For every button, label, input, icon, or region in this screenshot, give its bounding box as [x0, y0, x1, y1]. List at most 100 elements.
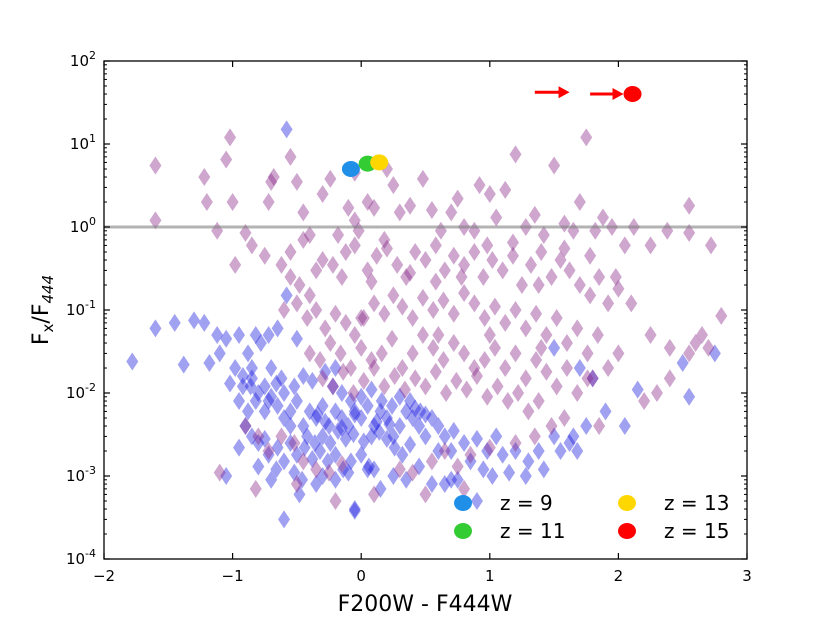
data-point: [650, 384, 663, 402]
data-point: [316, 467, 329, 485]
data-point: [321, 452, 334, 471]
data-point: [348, 501, 361, 520]
data-point: [252, 384, 265, 402]
data-point: [357, 432, 370, 451]
data-point: [387, 427, 400, 446]
data-point: [599, 402, 612, 421]
data-point: [236, 377, 249, 396]
data-point: [297, 367, 310, 386]
data-point: [506, 233, 519, 252]
data-point: [265, 172, 278, 191]
data-point: [324, 334, 337, 353]
x-tick-label: 1: [485, 567, 495, 585]
data-point: [393, 387, 406, 406]
legend-entry: z = 11: [454, 519, 565, 543]
data-point: [512, 384, 525, 402]
data-point: [524, 255, 537, 274]
data-point: [310, 475, 323, 494]
data-point: [429, 362, 442, 381]
data-point: [288, 377, 301, 396]
legend-label: z = 15: [664, 519, 729, 543]
data-point: [612, 344, 625, 363]
data-point: [554, 442, 567, 461]
data-point: [278, 301, 291, 319]
data-point: [290, 445, 303, 464]
data-point: [432, 325, 445, 344]
data-point: [357, 309, 370, 328]
data-point: [319, 319, 332, 338]
data-point: [226, 193, 239, 212]
data-point: [242, 402, 255, 421]
data-point: [400, 402, 413, 421]
data-point: [573, 359, 586, 378]
data-point: [324, 433, 337, 452]
data-point: [303, 286, 316, 305]
data-point: [316, 251, 329, 270]
data-point: [689, 334, 702, 353]
data-point: [337, 460, 350, 479]
data-point: [584, 286, 597, 305]
data-point: [262, 392, 275, 411]
data-point: [477, 267, 490, 286]
data-point: [550, 309, 563, 328]
data-point: [361, 396, 374, 415]
data-point: [702, 338, 715, 357]
data-point: [522, 402, 535, 421]
data-point: [409, 399, 422, 418]
data-point: [388, 367, 401, 386]
data-point: [609, 267, 622, 286]
data-point: [229, 359, 242, 378]
data-point: [425, 475, 438, 494]
data-point: [419, 427, 432, 446]
data-point: [316, 396, 329, 415]
data-point: [458, 479, 471, 498]
data-point: [409, 369, 422, 388]
data-point: [326, 377, 339, 396]
y-tick-label: 10-3: [66, 464, 96, 485]
data-point: [365, 427, 378, 446]
data-point: [198, 168, 211, 187]
data-point: [478, 309, 491, 328]
legend-label: z = 13: [664, 491, 729, 515]
data-point: [416, 288, 429, 307]
data-point: [387, 467, 400, 485]
data-point: [560, 334, 573, 353]
data-point: [425, 201, 438, 220]
data-point: [314, 350, 327, 369]
data-point: [404, 392, 417, 411]
data-point: [464, 452, 477, 471]
data-point: [445, 203, 458, 222]
data-point: [481, 387, 494, 406]
data-point: [329, 304, 342, 323]
data-point: [177, 355, 190, 374]
data-point: [458, 433, 471, 452]
data-point: [326, 377, 339, 396]
y-tick-label: 10-4: [66, 547, 96, 568]
data-point: [278, 510, 291, 529]
data-point: [425, 408, 438, 427]
data-point: [387, 176, 400, 195]
data-point: [339, 313, 352, 332]
data-point: [554, 251, 567, 270]
data-point: [296, 470, 309, 489]
data-point: [548, 338, 561, 357]
arrow-layer: [534, 86, 624, 101]
data-point: [683, 387, 696, 406]
data-point: [406, 463, 419, 482]
data-point: [515, 276, 528, 295]
legend-entry: z = 15: [618, 519, 729, 543]
data-point: [486, 251, 499, 270]
data-point: [468, 242, 481, 261]
data-point: [499, 180, 512, 199]
data-point: [458, 255, 471, 274]
data-point: [342, 417, 355, 436]
data-point: [545, 267, 558, 286]
data-point: [429, 236, 442, 255]
data-point: [288, 433, 301, 452]
data-point: [297, 417, 310, 436]
data-point: [625, 294, 638, 313]
data-point: [301, 427, 314, 446]
data-point: [278, 408, 291, 427]
data-point: [297, 230, 310, 249]
